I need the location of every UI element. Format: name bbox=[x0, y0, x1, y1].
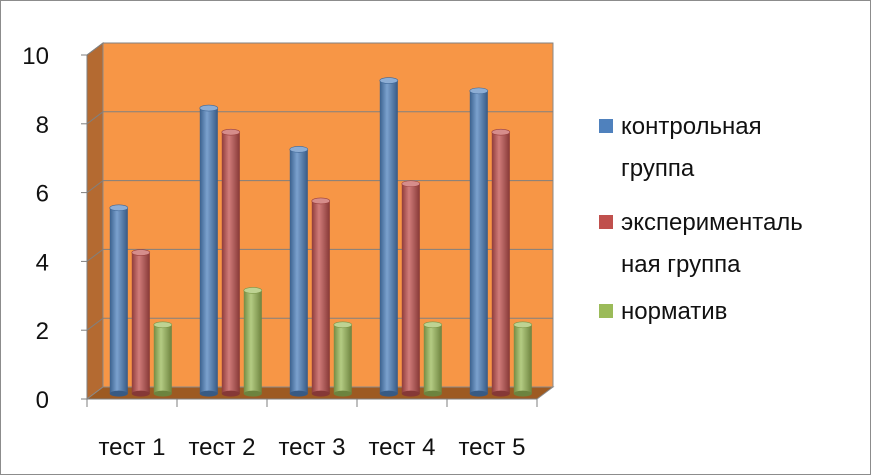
bar bbox=[221, 128, 241, 397]
bar-top bbox=[513, 321, 533, 329]
bar-body bbox=[311, 200, 330, 394]
bar bbox=[513, 321, 533, 397]
bar-base bbox=[109, 390, 128, 397]
bar bbox=[379, 77, 399, 397]
bar bbox=[109, 204, 129, 397]
bar-top bbox=[379, 77, 399, 84]
bar bbox=[401, 180, 421, 397]
bar-base bbox=[401, 390, 420, 397]
bar-top bbox=[199, 104, 219, 112]
axes bbox=[81, 54, 538, 407]
bar-top bbox=[243, 287, 263, 294]
legend-label: норматив bbox=[621, 298, 727, 325]
gridline bbox=[86, 111, 553, 125]
bar-top bbox=[131, 249, 151, 256]
bar bbox=[131, 249, 151, 397]
bar-base bbox=[491, 390, 510, 397]
bar-base bbox=[513, 390, 532, 397]
bar-body bbox=[289, 149, 308, 394]
bar-body bbox=[513, 324, 532, 394]
y-tick-label: 4 bbox=[36, 249, 49, 276]
legend-swatch bbox=[599, 119, 613, 133]
bar-body bbox=[379, 80, 398, 394]
bar-base bbox=[221, 390, 240, 397]
y-tick-label: 0 bbox=[36, 387, 49, 414]
bar-base bbox=[131, 390, 150, 397]
y-tick-label: 10 bbox=[22, 43, 49, 70]
legend: контрольная группа эксперименталь ная групп… bbox=[599, 113, 803, 325]
bar-base bbox=[333, 390, 352, 397]
bar-body bbox=[469, 90, 488, 394]
y-tick-labels: 0 2 4 6 8 10 bbox=[22, 43, 49, 414]
bar bbox=[311, 197, 331, 397]
gridline bbox=[86, 180, 553, 194]
bar-base bbox=[153, 390, 172, 397]
legend-swatch bbox=[599, 215, 613, 229]
legend-label: эксперименталь bbox=[621, 209, 803, 236]
bar bbox=[491, 128, 511, 397]
bar-body bbox=[109, 207, 128, 394]
bar-body bbox=[221, 132, 240, 394]
bar-base bbox=[469, 390, 488, 397]
legend-entry: норматив bbox=[599, 298, 727, 325]
bar bbox=[289, 146, 309, 397]
bar bbox=[423, 321, 443, 397]
x-tick-label: тест 4 bbox=[368, 434, 435, 461]
bar-base bbox=[311, 390, 330, 397]
y-tick-label: 2 bbox=[36, 318, 49, 345]
x-tick-label: тест 3 bbox=[278, 434, 345, 461]
bar-top bbox=[491, 128, 511, 136]
bar-top bbox=[423, 321, 443, 329]
bar-top bbox=[109, 204, 129, 212]
y-tick-label: 8 bbox=[36, 112, 49, 139]
bar-base bbox=[423, 390, 442, 397]
bar-top bbox=[311, 197, 331, 205]
legend-entry: контрольная группа bbox=[599, 113, 762, 182]
legend-entry: эксперименталь ная группа bbox=[599, 209, 803, 278]
bar-body bbox=[243, 290, 262, 394]
x-tick-label: тест 1 bbox=[98, 434, 165, 461]
bar-body bbox=[491, 132, 510, 394]
legend-label: ная группа bbox=[621, 251, 741, 278]
bars bbox=[109, 77, 533, 397]
bar bbox=[243, 287, 263, 397]
bar bbox=[199, 104, 219, 397]
bar-top bbox=[401, 180, 421, 188]
legend-swatch bbox=[599, 304, 613, 318]
x-tick-label: тест 5 bbox=[458, 434, 525, 461]
bar-body bbox=[199, 108, 218, 394]
bar bbox=[333, 321, 353, 397]
legend-label: контрольная bbox=[621, 113, 762, 140]
bar bbox=[469, 87, 489, 397]
bar-base bbox=[379, 390, 398, 397]
bar-body bbox=[423, 324, 442, 394]
bar-top bbox=[153, 321, 173, 329]
y-tick-label: 6 bbox=[36, 181, 49, 208]
bar-base bbox=[289, 390, 308, 397]
bar bbox=[153, 321, 173, 397]
bar-body bbox=[401, 183, 420, 394]
side-wall bbox=[86, 42, 104, 400]
bar-base bbox=[199, 390, 218, 397]
bar-top bbox=[333, 321, 353, 329]
bar-top bbox=[289, 146, 309, 153]
legend-label: группа bbox=[621, 155, 695, 182]
x-tick-label: тест 2 bbox=[188, 434, 255, 461]
bar-top bbox=[221, 128, 241, 136]
bar-body bbox=[153, 324, 172, 394]
bar-top bbox=[469, 87, 489, 95]
bar-body bbox=[333, 324, 352, 394]
bar-base bbox=[243, 390, 262, 397]
x-tick-labels: тест 1 тест 2 тест 3 тест 4 тест 5 bbox=[98, 434, 525, 461]
bar-body bbox=[131, 252, 150, 394]
gridline bbox=[86, 42, 553, 56]
